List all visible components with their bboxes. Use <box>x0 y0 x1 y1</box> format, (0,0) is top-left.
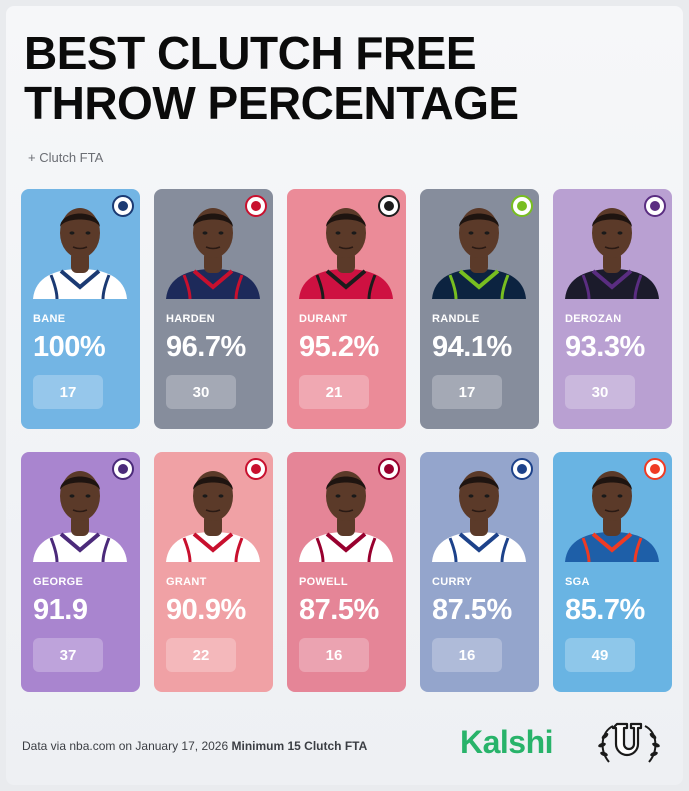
jazz-logo-icon <box>112 458 134 480</box>
clutch-fta-count: 16 <box>458 646 476 664</box>
clutch-fta-count: 22 <box>192 646 210 664</box>
clutch-fta-badge: 30 <box>565 375 635 409</box>
free-throw-percentage: 91.9 <box>33 594 88 626</box>
clutch-fta-count: 21 <box>325 383 343 401</box>
footer-note: Minimum 15 Clutch FTA <box>231 739 368 753</box>
footer-source-text: Data via nba.com on January 17, 2026 <box>22 739 229 753</box>
clutch-fta-badge: 16 <box>432 638 502 672</box>
player-card: POWELL 87.5% 16 <box>287 452 406 692</box>
clutch-fta-badge: 30 <box>166 375 236 409</box>
player-grid: BANE 100% 17 HARDEN 96.7% 30 DURANT 95.2% 21 RAND… <box>21 189 672 692</box>
free-throw-percentage: 94.1% <box>432 331 512 363</box>
clutch-fta-badge: 17 <box>33 375 103 409</box>
player-name: BANE <box>33 313 66 325</box>
timberwolves-logo-icon <box>511 195 533 217</box>
player-card: HARDEN 96.7% 30 <box>154 189 273 429</box>
clutch-fta-badge: 21 <box>299 375 369 409</box>
free-throw-percentage: 96.7% <box>166 331 246 363</box>
player-card: DEROZAN 93.3% 30 <box>553 189 672 429</box>
player-name: DEROZAN <box>565 313 622 325</box>
clutch-fta-badge: 16 <box>299 638 369 672</box>
page-title: BEST CLUTCH FREE THROW PERCENTAGE <box>24 27 519 129</box>
blazers-logo-icon <box>245 458 267 480</box>
player-photo <box>299 471 393 562</box>
clutch-fta-count: 30 <box>192 383 210 401</box>
magic-logo-icon <box>112 195 134 217</box>
clutch-fta-badge: 17 <box>432 375 502 409</box>
clutch-fta-count: 17 <box>458 383 476 401</box>
player-name: GRANT <box>166 576 207 588</box>
thunder-logo-icon <box>644 458 666 480</box>
player-photo <box>432 471 526 562</box>
footer-source: Data via nba.com on January 17, 2026 Min… <box>22 739 367 753</box>
player-name: SGA <box>565 576 590 588</box>
player-photo <box>166 208 260 299</box>
player-photo <box>432 208 526 299</box>
page-subtitle: + Clutch FTA <box>28 150 104 165</box>
player-card: DURANT 95.2% 21 <box>287 189 406 429</box>
kalshi-logo: Kalshi <box>460 724 554 760</box>
clutch-fta-badge: 49 <box>565 638 635 672</box>
player-photo <box>299 208 393 299</box>
clutch-fta-count: 17 <box>59 383 77 401</box>
free-throw-percentage: 95.2% <box>299 331 379 363</box>
player-name: RANDLE <box>432 313 480 325</box>
kings-logo-icon <box>644 195 666 217</box>
player-photo <box>33 208 127 299</box>
clutch-fta-badge: 37 <box>33 638 103 672</box>
player-name: POWELL <box>299 576 348 588</box>
player-name: HARDEN <box>166 313 215 325</box>
clutch-fta-count: 16 <box>325 646 343 664</box>
player-photo <box>166 471 260 562</box>
player-name: CURRY <box>432 576 473 588</box>
player-card: GRANT 90.9% 22 <box>154 452 273 692</box>
player-photo <box>565 471 659 562</box>
player-card: GEORGE 91.9 37 <box>21 452 140 692</box>
free-throw-percentage: 90.9% <box>166 594 246 626</box>
free-throw-percentage: 93.3% <box>565 331 645 363</box>
player-photo <box>565 208 659 299</box>
free-throw-percentage: 87.5% <box>432 594 512 626</box>
player-card: SGA 85.7% 49 <box>553 452 672 692</box>
clutch-fta-badge: 22 <box>166 638 236 672</box>
infographic: BEST CLUTCH FREE THROW PERCENTAGE + Clut… <box>6 6 683 785</box>
player-name: GEORGE <box>33 576 84 588</box>
player-photo <box>33 471 127 562</box>
free-throw-percentage: 85.7% <box>565 594 645 626</box>
player-card: RANDLE 94.1% 17 <box>420 189 539 429</box>
player-card: CURRY 87.5% 16 <box>420 452 539 692</box>
player-card: BANE 100% 17 <box>21 189 140 429</box>
warriors-logo-icon <box>511 458 533 480</box>
free-throw-percentage: 100% <box>33 331 106 363</box>
free-throw-percentage: 87.5% <box>299 594 379 626</box>
player-name: DURANT <box>299 313 348 325</box>
clippers-logo-icon <box>245 195 267 217</box>
clutch-fta-count: 49 <box>591 646 609 664</box>
heat-logo-icon <box>378 458 400 480</box>
u-laurel-logo-icon <box>598 722 660 763</box>
clutch-fta-count: 37 <box>59 646 77 664</box>
clutch-fta-count: 30 <box>591 383 609 401</box>
rockets-logo-icon <box>378 195 400 217</box>
